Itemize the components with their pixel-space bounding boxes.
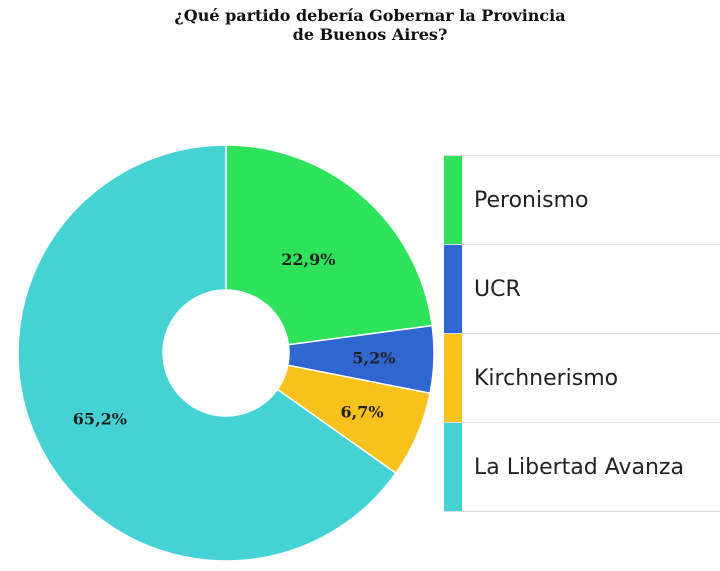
legend-swatch <box>444 334 462 422</box>
slice-label-ucr: 5,2% <box>352 349 395 368</box>
legend-label: UCR <box>474 276 521 302</box>
legend-item-peronismo: Peronismo <box>444 156 720 245</box>
chart-title-line-2: de Buenos Aires? <box>292 25 448 44</box>
legend-swatch <box>444 245 462 333</box>
slice-label-kirchnerismo: 6,7% <box>340 402 383 421</box>
legend-label: Kirchnerismo <box>474 365 619 391</box>
slice-la-libertad-avanza <box>17 144 397 562</box>
legend-item-la-libertad-avanza: La Libertad Avanza <box>444 423 720 512</box>
slice-peronismo <box>225 144 434 346</box>
chart-title: ¿Qué partido debería Gobernar la Provinc… <box>0 6 720 44</box>
legend-swatch <box>444 423 462 511</box>
legend-item-ucr: UCR <box>444 245 720 334</box>
legend: Peronismo UCR Kirchnerismo La Libertad Avan… <box>444 155 720 512</box>
legend-label: La Libertad Avanza <box>474 454 684 480</box>
slice-label-la-libertad-avanza: 65,2% <box>73 409 127 428</box>
legend-item-kirchnerismo: Kirchnerismo <box>444 334 720 423</box>
slice-label-peronismo: 22,9% <box>281 250 335 269</box>
legend-swatch <box>444 156 462 244</box>
chart-title-line-1: ¿Qué partido debería Gobernar la Provinc… <box>174 6 566 25</box>
legend-label: Peronismo <box>474 187 589 213</box>
